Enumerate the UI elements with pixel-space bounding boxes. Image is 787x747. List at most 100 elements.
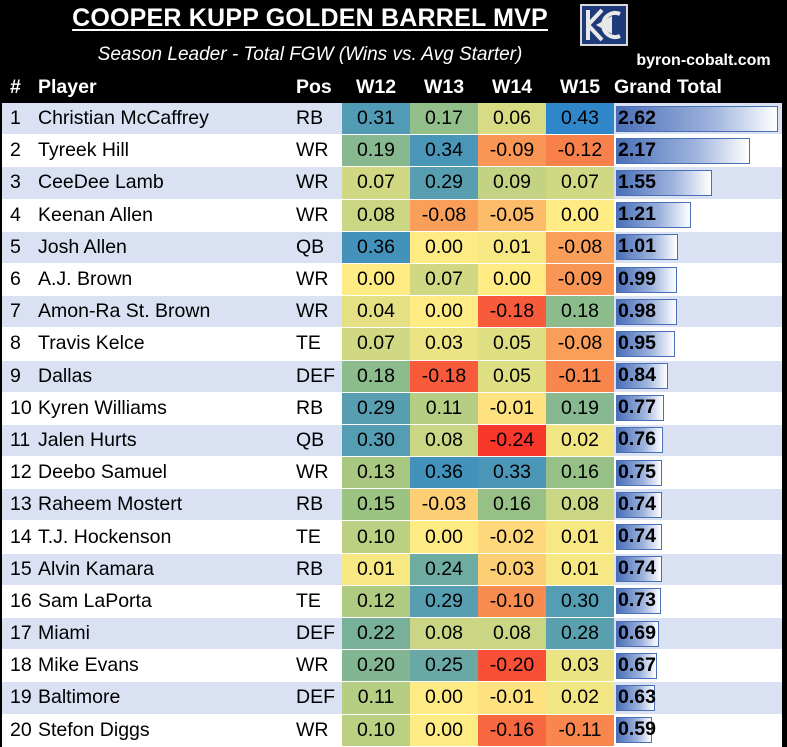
position-cell: TE: [296, 585, 342, 619]
position-cell: WR: [296, 456, 342, 490]
position-cell: WR: [296, 199, 342, 232]
total-bar: [616, 491, 662, 518]
w15-cell: 0.00: [546, 199, 614, 232]
w14-cell: -0.02: [478, 520, 546, 554]
page-title: COOPER KUPP GOLDEN BARREL MVP: [72, 4, 548, 32]
total-value: 1.55: [618, 170, 656, 193]
w12-cell: 0.30: [342, 424, 410, 458]
w12-cell: 0.08: [342, 199, 410, 232]
rank-cell: 15: [2, 553, 38, 586]
position-cell: WR: [296, 166, 342, 200]
w13-cell: 0.36: [410, 456, 478, 490]
w14-cell: 0.00: [478, 263, 546, 297]
total-bar: [616, 620, 659, 647]
w14-cell: 0.16: [478, 488, 546, 522]
grand-total-cell: 0.63: [614, 681, 782, 715]
position-cell: TE: [296, 520, 342, 554]
w12-cell: 0.22: [342, 617, 410, 651]
table-row: 5 Josh Allen QB 0.36 0.00 0.01 -0.08 1.01: [2, 231, 782, 264]
grand-total-cell: 0.95: [614, 327, 782, 361]
rank-cell: 5: [2, 231, 38, 264]
w12-cell: 0.10: [342, 714, 410, 747]
total-value: 0.59: [618, 718, 656, 741]
w13-cell: 0.00: [410, 714, 478, 747]
total-value: 0.98: [618, 299, 656, 322]
w14-cell: 0.05: [478, 360, 546, 393]
rank-cell: 7: [2, 295, 38, 329]
position-cell: QB: [296, 231, 342, 264]
rank-cell: 18: [2, 649, 38, 683]
w12-cell: 0.01: [342, 553, 410, 586]
grand-total-cell: 0.74: [614, 488, 782, 522]
player-name: Stefon Diggs: [38, 714, 296, 747]
player-name: T.J. Hockenson: [38, 520, 296, 554]
table-row: 11 Jalen Hurts QB 0.30 0.08 -0.24 0.02 0.76: [2, 424, 782, 458]
col-pos: Pos: [296, 72, 342, 103]
w12-cell: 0.12: [342, 585, 410, 619]
col-w15: W15: [546, 72, 614, 103]
w13-cell: 0.00: [410, 520, 478, 554]
total-value: 0.75: [618, 460, 656, 483]
w13-cell: 0.03: [410, 327, 478, 361]
grand-total-cell: 2.17: [614, 134, 782, 168]
w12-cell: 0.04: [342, 295, 410, 329]
rank-cell: 13: [2, 488, 38, 522]
total-bar: [616, 169, 712, 196]
total-value: 0.63: [618, 685, 656, 708]
table-row: 18 Mike Evans WR 0.20 0.25 -0.20 0.03 0.67: [2, 649, 782, 683]
w15-cell: 0.03: [546, 649, 614, 683]
w14-cell: 0.33: [478, 456, 546, 490]
w15-cell: -0.12: [546, 134, 614, 168]
total-value: 0.73: [618, 589, 656, 612]
w12-cell: 0.13: [342, 456, 410, 490]
position-cell: WR: [296, 263, 342, 297]
table-row: 10 Kyren Williams RB 0.29 0.11 -0.01 0.19 0.77: [2, 392, 782, 425]
grand-total-cell: 2.62: [614, 103, 782, 136]
rank-cell: 2: [2, 134, 38, 168]
w12-cell: 0.11: [342, 681, 410, 715]
total-bar: [616, 202, 691, 229]
total-bar: [616, 524, 662, 551]
table-row: 19 Baltimore DEF 0.11 0.00 -0.01 0.02 0.63: [2, 681, 782, 715]
w13-cell: -0.08: [410, 199, 478, 232]
site-link[interactable]: byron-cobalt.com: [636, 52, 771, 69]
total-bar: [616, 684, 655, 711]
w12-cell: 0.19: [342, 134, 410, 168]
w15-cell: -0.08: [546, 327, 614, 361]
w12-cell: 0.18: [342, 360, 410, 393]
grand-total-cell: 0.59: [614, 714, 782, 747]
player-name: Christian McCaffrey: [38, 103, 296, 136]
rank-cell: 17: [2, 617, 38, 651]
table-row: 3 CeeDee Lamb WR 0.07 0.29 0.09 0.07 1.55: [2, 166, 782, 200]
total-bar: [616, 427, 663, 454]
w13-cell: 0.24: [410, 553, 478, 586]
w14-cell: -0.03: [478, 553, 546, 586]
w14-cell: -0.01: [478, 681, 546, 715]
w12-cell: 0.36: [342, 231, 410, 264]
position-cell: WR: [296, 649, 342, 683]
player-name: CeeDee Lamb: [38, 166, 296, 200]
total-value: 0.74: [618, 557, 656, 580]
position-cell: QB: [296, 424, 342, 458]
w13-cell: 0.00: [410, 681, 478, 715]
kc-logo-icon: [580, 4, 628, 46]
col-w14: W14: [478, 72, 546, 103]
w14-cell: -0.09: [478, 134, 546, 168]
table-row: 8 Travis Kelce TE 0.07 0.03 0.05 -0.08 0.95: [2, 327, 782, 361]
player-name: Sam LaPorta: [38, 585, 296, 619]
w14-cell: 0.08: [478, 617, 546, 651]
total-bar: [616, 298, 677, 325]
w13-cell: 0.29: [410, 166, 478, 200]
total-value: 2.62: [618, 106, 656, 129]
grand-total-cell: 1.21: [614, 199, 782, 232]
total-bar: [616, 266, 677, 293]
w15-cell: 0.01: [546, 553, 614, 586]
w14-cell: -0.24: [478, 424, 546, 458]
grand-total-cell: 0.75: [614, 456, 782, 490]
leaderboard-table: # Player Pos W12 W13 W14 W15 Grand Total…: [2, 72, 782, 747]
grand-total-cell: 0.98: [614, 295, 782, 329]
player-name: Mike Evans: [38, 649, 296, 683]
table-row: 7 Amon-Ra St. Brown WR 0.04 0.00 -0.18 0.18 0.9…: [2, 295, 782, 329]
w15-cell: -0.09: [546, 263, 614, 297]
table-row: 13 Raheem Mostert RB 0.15 -0.03 0.16 0.08 0.74: [2, 488, 782, 522]
